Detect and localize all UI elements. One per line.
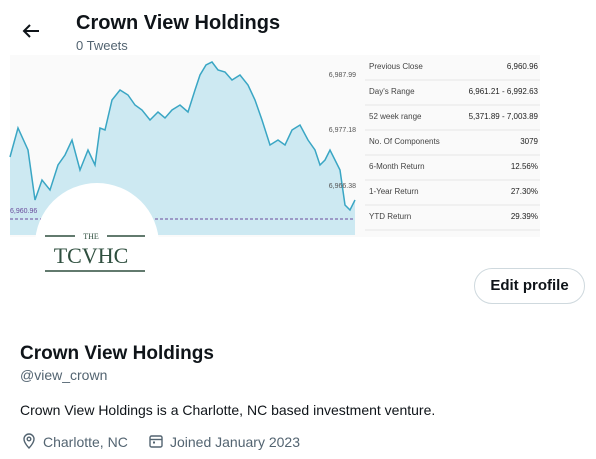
axis-label: 6,977.18 [329, 127, 356, 134]
stat-label: 1-Year Return [369, 187, 419, 196]
profile-name: Crown View Holdings [20, 343, 214, 364]
header-title: Crown View Holdings [76, 12, 281, 34]
stat-label: Previous Close [369, 62, 423, 71]
chart-line [9, 61, 356, 212]
avatar-small: THE [83, 232, 99, 241]
stat-value: 29.39% [511, 212, 538, 221]
profile-bio: Crown View Holdings is a Charlotte, NC b… [20, 402, 436, 418]
axis-label: 6,966.38 [329, 183, 356, 190]
back-button[interactable] [20, 20, 42, 42]
stat-label: No. Of Components [369, 137, 440, 146]
profile-location: Charlotte, NC [43, 434, 128, 450]
avatar-large: TCVHC [54, 243, 129, 268]
stat-value: 6,961.21 - 6,992.63 [469, 87, 539, 96]
stat-value: 3079 [520, 137, 538, 146]
stat-label: YTD Return [369, 212, 411, 221]
location-icon [23, 433, 35, 449]
profile-joined: Joined January 2023 [170, 434, 300, 450]
stat-value: 6,960.96 [507, 62, 539, 71]
stat-label: 6-Month Return [369, 162, 425, 171]
stat-value: 27.30% [511, 187, 538, 196]
stat-value: 12.56% [511, 162, 538, 171]
profile-handle: @view_crown [20, 367, 108, 383]
axis-label: 6,960.96 [10, 208, 37, 215]
stat-label: Day's Range [369, 87, 415, 96]
header-subtitle: 0 Tweets [76, 38, 128, 53]
avatar[interactable]: THE TCVHC [35, 183, 165, 313]
calendar-icon [149, 435, 163, 448]
edit-profile-button[interactable]: Edit profile [474, 268, 585, 304]
stat-value: 5,371.89 - 7,003.89 [469, 112, 539, 121]
axis-label: 6,987.99 [329, 72, 356, 79]
axis-labels: 6,987.99 6,977.18 6,966.38 6,960.96 [10, 72, 356, 215]
stat-label: 52 week range [369, 112, 422, 121]
stats-table: Previous Close 6,960.96 Day's Range 6,961.2… [365, 62, 540, 231]
avatar-circle [35, 183, 159, 307]
